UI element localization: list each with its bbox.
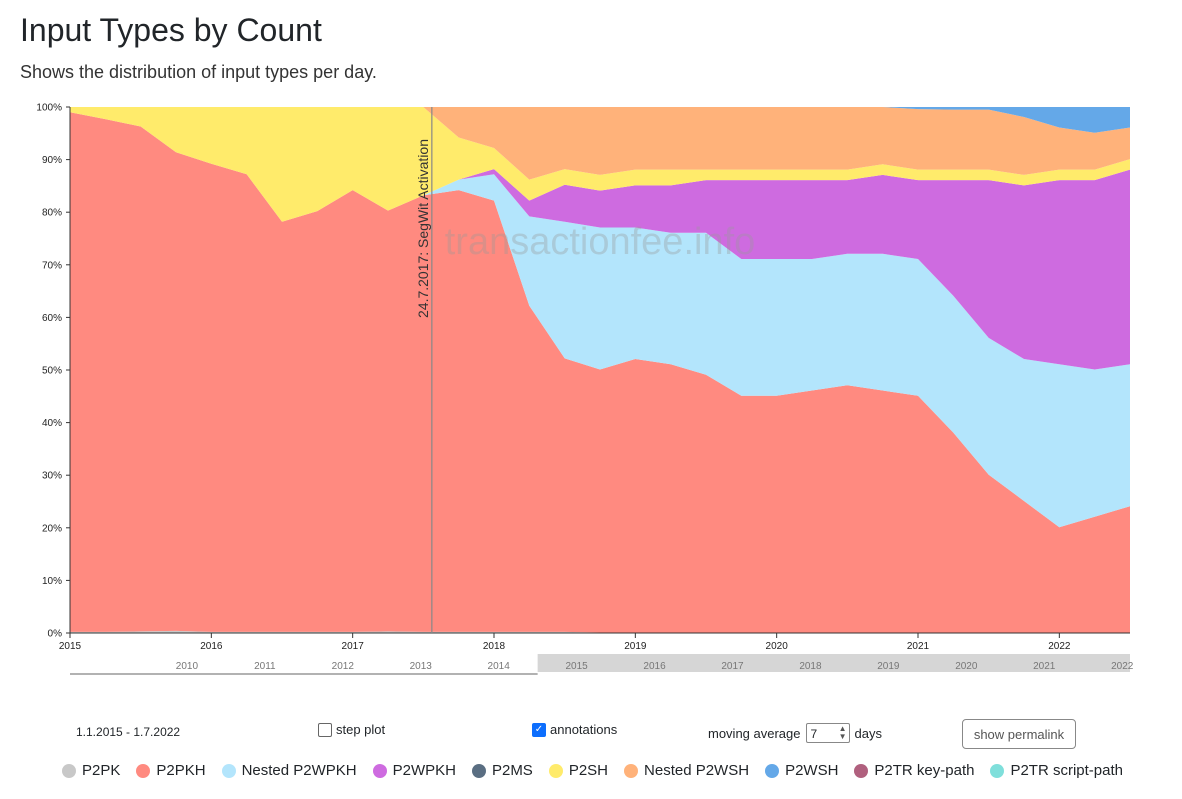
spinner-arrows-icon[interactable]: ▲ ▼ [838, 724, 847, 741]
series-area-p2wsh[interactable] [70, 107, 1130, 133]
legend-label: P2TR script-path [1010, 762, 1123, 779]
navigator-tick-label: 2014 [488, 661, 511, 672]
x-tick-label: 2022 [1048, 641, 1071, 652]
x-tick-label: 2015 [59, 641, 82, 652]
legend-swatch-icon [372, 763, 387, 778]
legend-label: P2PK [82, 762, 121, 779]
y-tick-label: 50% [42, 366, 62, 377]
step-plot-checkbox[interactable]: step plot [318, 722, 385, 737]
series-area-nested-p2wpkh[interactable] [70, 112, 1130, 528]
y-tick-label: 40% [42, 418, 62, 429]
y-tick-label: 30% [42, 471, 62, 482]
legend-swatch-icon [548, 763, 563, 778]
navigator-tick-label: 2019 [877, 661, 900, 672]
legend-label: P2WSH [785, 762, 839, 779]
navigator-tick-label: 2013 [410, 661, 433, 672]
legend-item[interactable]: P2SH [548, 762, 609, 779]
navigator-tick-label: 2022 [1111, 661, 1134, 672]
legend-item[interactable]: Nested P2WPKH [221, 762, 357, 779]
legend-item[interactable]: Nested P2WSH [624, 762, 749, 779]
navigator-tick-label: 2015 [565, 661, 588, 672]
y-tick-label: 60% [42, 313, 62, 324]
checkmark-icon[interactable]: ✓ [532, 722, 546, 737]
legend-item[interactable]: P2WPKH [372, 762, 456, 779]
legend-swatch-icon [854, 763, 869, 778]
legend-label: P2MS [491, 762, 533, 779]
navigator-tick-label: 2017 [721, 661, 744, 672]
x-tick-label: 2017 [342, 641, 365, 652]
moving-average-input[interactable]: 7 ▲ ▼ [805, 723, 850, 743]
show-permalink-button[interactable]: show permalink [962, 719, 1076, 749]
legend-swatch-icon [62, 763, 76, 778]
moving-average-value: 7 [810, 727, 818, 741]
legend-swatch-icon [136, 763, 151, 778]
legend-label: Nested P2WPKH [241, 762, 357, 779]
navigator-tick-label: 2011 [254, 661, 276, 672]
y-tick-label: 90% [42, 155, 62, 166]
navigator-tick-label: 2020 [955, 661, 978, 672]
annotations-label: annotations [550, 722, 618, 737]
navigator-tick-label: 2016 [643, 661, 666, 672]
legend-label: Nested P2WSH [644, 762, 750, 779]
legend-label: P2TR key-path [874, 762, 975, 779]
legend-swatch-icon [471, 763, 486, 778]
watermark-text: transactionfee.info [445, 221, 756, 263]
series-area-p2pkh[interactable] [70, 112, 1130, 633]
legend-swatch-icon [624, 763, 639, 778]
navigator-selection[interactable] [537, 654, 1130, 672]
unchecked-box-icon[interactable] [318, 722, 332, 737]
navigator-tick-label: 2010 [176, 661, 199, 672]
x-tick-label: 2018 [483, 641, 506, 652]
legend-item[interactable]: P2MS [471, 762, 533, 779]
chart-legend: P2PK P2PKH Nested P2WPKH P2WPKH P2MS P2SH Nest… [62, 762, 1123, 779]
series-area-nested-p2wsh[interactable] [70, 107, 1130, 180]
legend-swatch-icon [765, 763, 780, 778]
moving-average-control: moving average 7 ▲ ▼ days [708, 723, 882, 743]
annotation-label: 24.7.2017: SegWit Activation [415, 139, 431, 318]
legend-swatch-icon [221, 763, 236, 778]
legend-item[interactable]: P2TR key-path [854, 762, 974, 779]
legend-label: P2PKH [156, 762, 206, 779]
navigator-tick-label: 2012 [332, 661, 355, 672]
y-tick-label: 100% [36, 103, 62, 114]
y-tick-label: 70% [42, 260, 62, 271]
y-tick-label: 80% [42, 208, 62, 219]
navigator-tick-label: 2021 [1033, 661, 1056, 672]
legend-item[interactable]: P2PK [62, 762, 120, 779]
y-tick-label: 20% [42, 523, 62, 534]
page-title: Input Types by Count [20, 12, 322, 48]
legend-item[interactable]: P2PKH [136, 762, 206, 779]
stacked-area-chart[interactable]: 0% 10% 20% 30% 40% 50% 60% 70% 80% 90% 100% 2015 201… [0, 0, 1182, 700]
series-area-p2wpkh[interactable] [70, 112, 1130, 370]
legend-item[interactable]: P2WSH [765, 762, 838, 779]
moving-average-unit: days [854, 725, 882, 741]
x-tick-label: 2021 [907, 641, 930, 652]
moving-average-label: moving average [708, 725, 801, 741]
x-tick-label: 2020 [766, 641, 789, 652]
navigator-tick-label: 2018 [799, 661, 822, 672]
chart-controls: 1.1.2015 - 1.7.2022 step plot ✓ annotati… [0, 716, 1182, 756]
y-tick-label: 0% [48, 629, 63, 640]
legend-label: P2WPKH [392, 762, 456, 779]
step-plot-label: step plot [336, 722, 386, 737]
annotations-checkbox[interactable]: ✓ annotations [532, 722, 617, 737]
date-range-label: 1.1.2015 - 1.7.2022 [76, 725, 181, 739]
series-area-p2sh[interactable] [70, 107, 1130, 222]
legend-swatch-icon [990, 763, 1005, 778]
legend-item[interactable]: P2TR script-path [990, 762, 1123, 779]
y-tick-label: 10% [42, 576, 62, 587]
page-subtitle: Shows the distribution of input types pe… [20, 62, 377, 82]
legend-label: P2SH [568, 762, 609, 779]
x-tick-label: 2016 [200, 641, 223, 652]
series-area-p2pk[interactable] [70, 630, 1130, 633]
x-tick-label: 2019 [624, 641, 647, 652]
